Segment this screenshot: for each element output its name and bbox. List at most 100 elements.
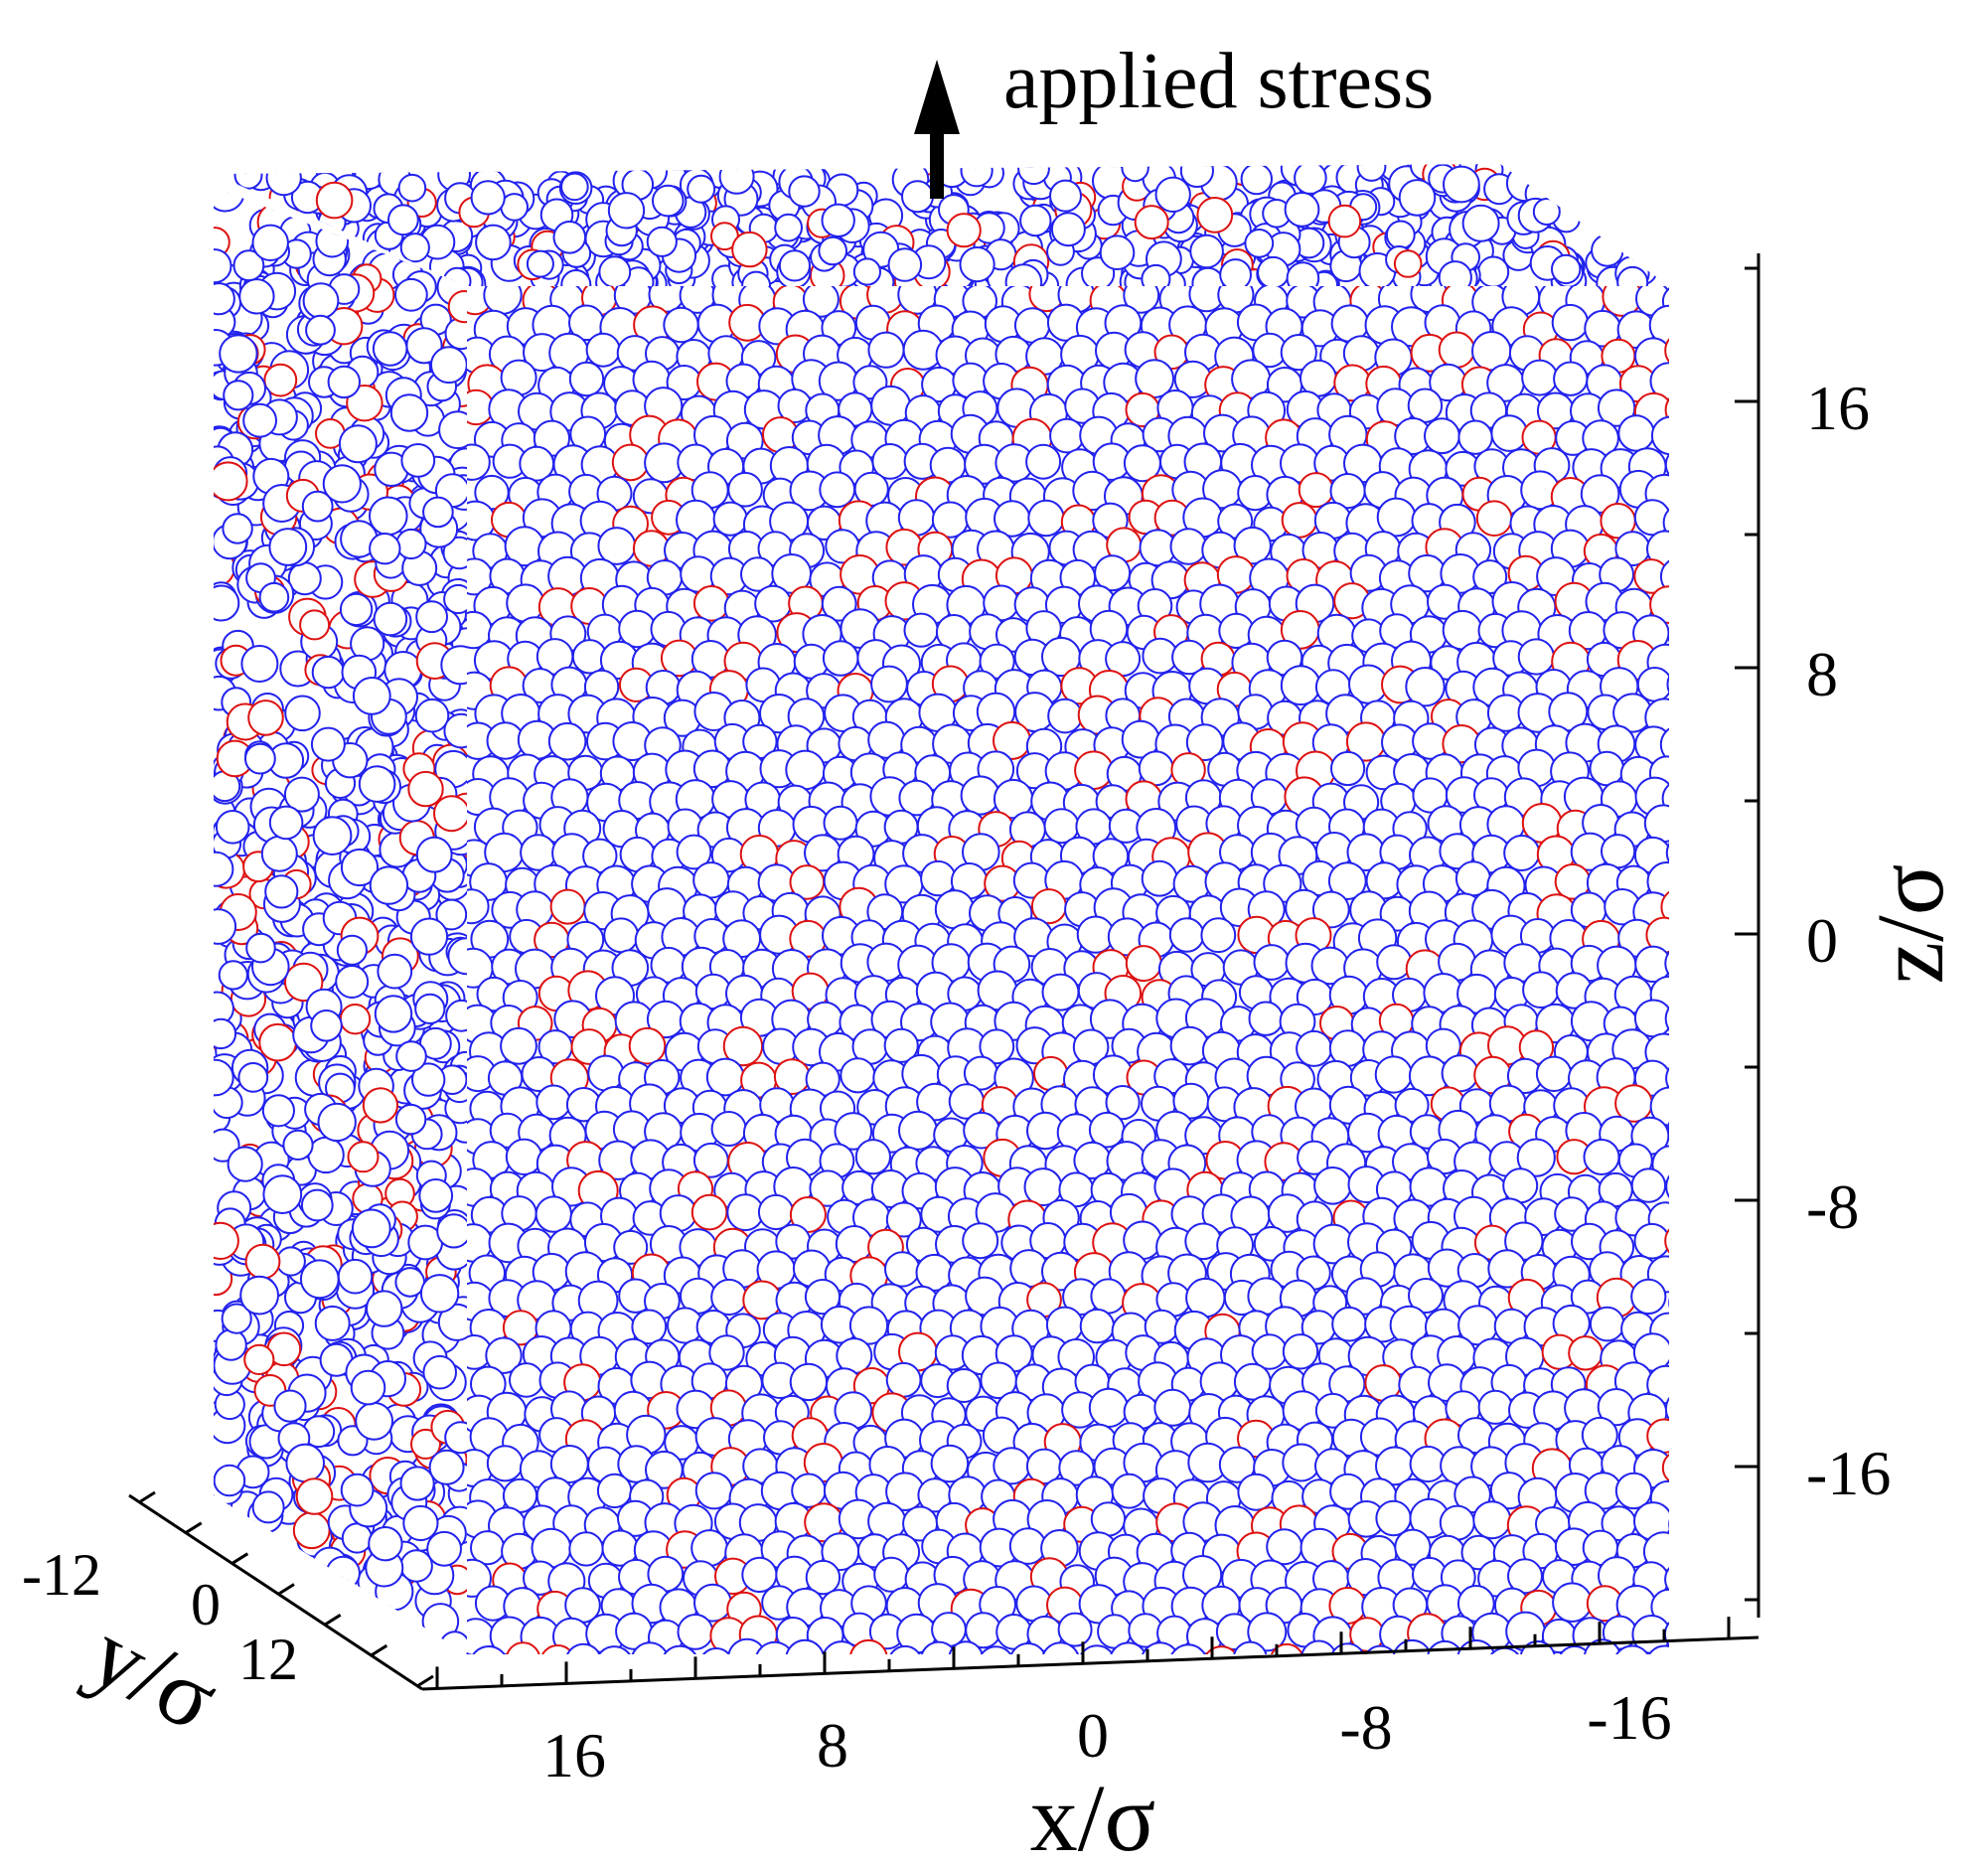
particle [372, 331, 408, 367]
particle [1392, 1638, 1433, 1654]
particle [1200, 917, 1237, 954]
particle [437, 1303, 467, 1341]
particle [397, 173, 427, 203]
particle [663, 306, 699, 344]
particle [1649, 1086, 1669, 1127]
particle [1461, 204, 1500, 242]
particle [317, 1102, 357, 1143]
particle [1280, 665, 1321, 706]
particle [1168, 917, 1205, 953]
particle [596, 1473, 633, 1509]
particle [660, 1644, 699, 1654]
particle [560, 269, 592, 286]
particle [1313, 1166, 1352, 1205]
particle [262, 1174, 303, 1214]
particle [1374, 1055, 1413, 1094]
particle [214, 282, 235, 316]
particle [1090, 1278, 1127, 1315]
particle [1057, 1612, 1093, 1647]
particle [607, 192, 646, 230]
particle [341, 1522, 373, 1554]
particle [568, 361, 605, 397]
particle [1025, 443, 1062, 480]
particle [1189, 233, 1224, 269]
particle [433, 795, 467, 833]
particle [712, 501, 748, 537]
particle [710, 1111, 747, 1147]
particle [443, 712, 467, 749]
particle [260, 835, 298, 872]
particle [292, 1511, 331, 1550]
particle [1300, 1639, 1337, 1654]
particle [242, 402, 278, 438]
particle [422, 1354, 458, 1390]
particle [946, 213, 982, 248]
particle [315, 181, 354, 220]
particle [1023, 1167, 1063, 1207]
particle [692, 585, 730, 622]
particle [394, 1267, 426, 1298]
particle [258, 1022, 297, 1062]
particle [535, 1195, 572, 1233]
particle [1179, 164, 1215, 188]
particle [1616, 265, 1649, 286]
particle [1553, 361, 1589, 396]
particle [1532, 198, 1561, 226]
particle [898, 1110, 938, 1151]
particle [1123, 286, 1160, 314]
particle [1362, 1644, 1399, 1654]
particle [245, 932, 276, 964]
particle [444, 1421, 467, 1455]
particle [284, 962, 324, 1003]
x-axis-label: x/σ [1030, 1765, 1155, 1864]
particle [652, 184, 685, 218]
particle [435, 898, 467, 931]
particle [564, 1642, 603, 1654]
particle [284, 695, 321, 732]
particle [1660, 887, 1669, 927]
particle [1591, 233, 1624, 267]
particle [327, 365, 361, 399]
particle [1077, 1644, 1117, 1654]
particle [1047, 698, 1083, 734]
particle [821, 585, 857, 622]
particle [355, 1401, 394, 1441]
particle [395, 1040, 427, 1072]
particle [410, 1428, 441, 1460]
particle [214, 851, 234, 887]
particle [243, 1343, 275, 1376]
particle [1375, 1499, 1412, 1537]
particle [1475, 500, 1513, 538]
particle [411, 1062, 446, 1097]
particle [222, 513, 253, 544]
particle [1244, 229, 1275, 258]
particle [1583, 1139, 1620, 1175]
particle [219, 334, 258, 374]
particle [1049, 417, 1085, 454]
particle [485, 1336, 523, 1374]
particle [244, 1243, 281, 1280]
particle [549, 888, 586, 925]
particle [399, 1466, 435, 1501]
particle [1661, 779, 1669, 818]
particle [414, 993, 446, 1025]
particle [467, 443, 491, 481]
particle [587, 1054, 625, 1092]
particle [1099, 234, 1136, 270]
particle [1664, 999, 1669, 1039]
particle [1169, 528, 1208, 565]
particle [1438, 260, 1472, 286]
particle [215, 810, 250, 845]
axis-tick [230, 1552, 249, 1565]
particle [1280, 334, 1317, 372]
particle [1282, 1333, 1319, 1370]
particle [788, 175, 821, 208]
particle [1049, 179, 1082, 213]
particle [1033, 1055, 1069, 1092]
particle [426, 1530, 463, 1567]
particle [603, 917, 639, 954]
particle [335, 965, 370, 999]
particle [232, 249, 265, 282]
particle [310, 726, 346, 762]
